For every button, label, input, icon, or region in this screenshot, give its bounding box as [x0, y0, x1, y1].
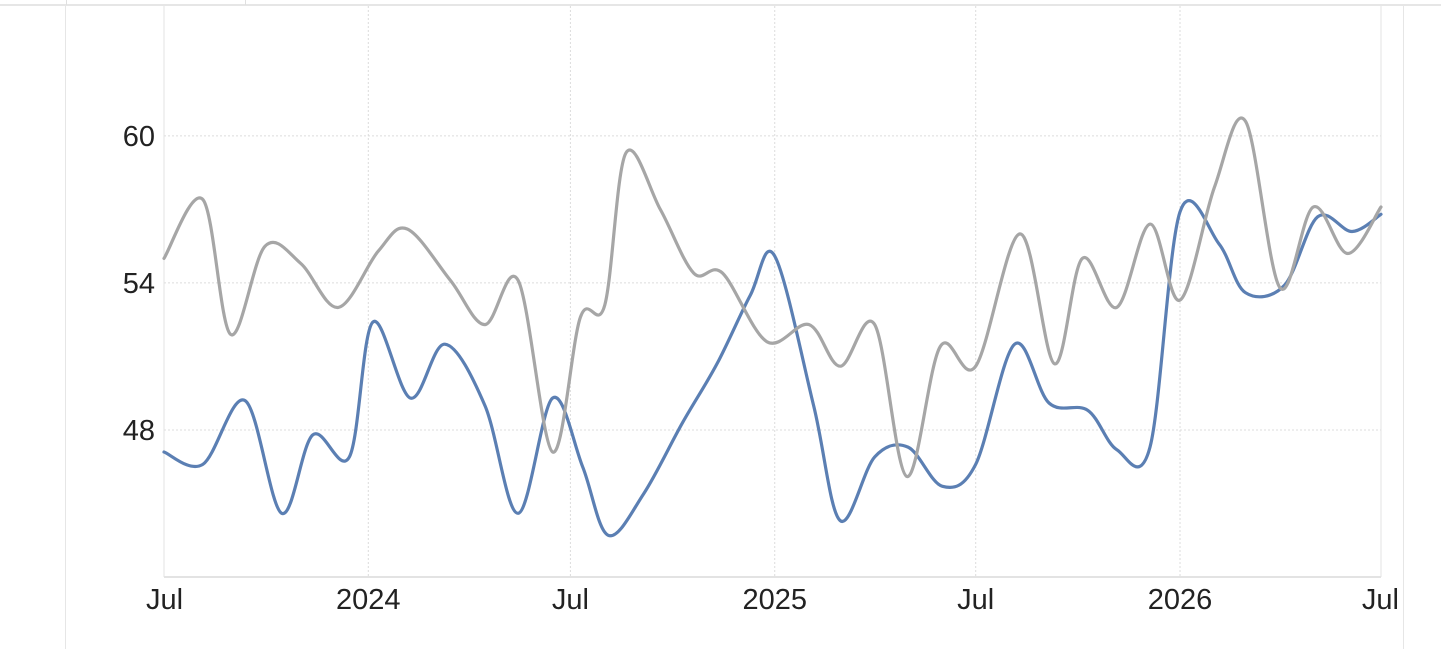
- x-tick-label-3: 2025: [742, 584, 807, 616]
- x-tick-label-0: Jul: [146, 584, 183, 616]
- y-tick-label-1: 54: [123, 268, 155, 300]
- x-tick-label-2: Jul: [552, 584, 589, 616]
- x-tick-label-5: 2026: [1148, 584, 1213, 616]
- x-tick-label-4: Jul: [957, 584, 994, 616]
- chart-frame: [65, 6, 1404, 649]
- series-line-0: [162, 199, 1383, 538]
- y-tick-label-2: 60: [123, 121, 155, 153]
- top-divider: [0, 4, 1441, 6]
- top-tab-outline: [66, 0, 246, 5]
- x-tick-label-6: Jul: [1362, 584, 1399, 616]
- y-tick-label-0: 48: [123, 415, 155, 447]
- series-line-1: [162, 116, 1383, 479]
- x-tick-label-1: 2024: [336, 584, 401, 616]
